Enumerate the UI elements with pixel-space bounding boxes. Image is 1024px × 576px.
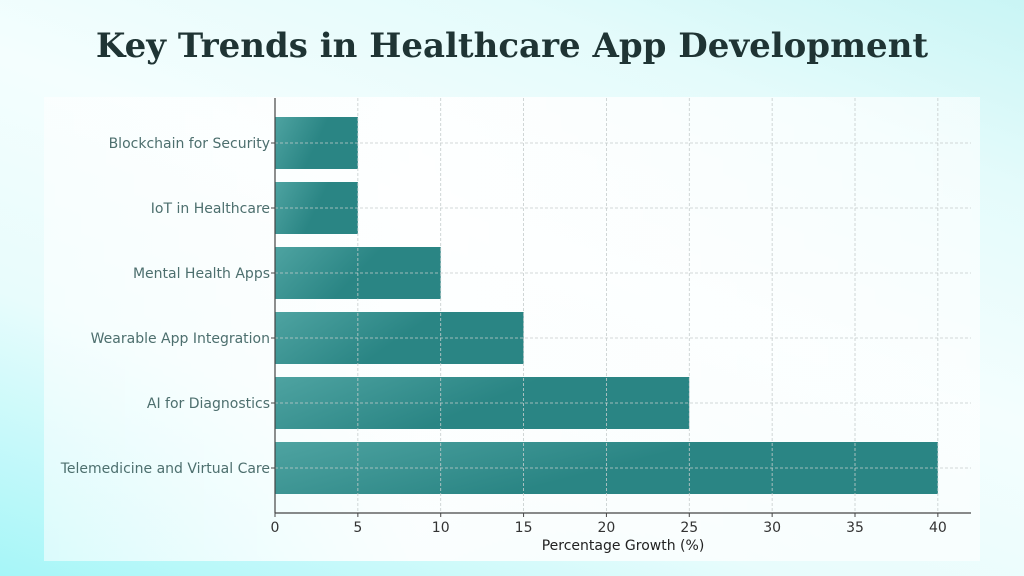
- x-tick-label: 20: [598, 520, 616, 536]
- category-label: Telemedicine and Virtual Care: [60, 461, 270, 477]
- category-label: Mental Health Apps: [133, 266, 270, 282]
- x-tick-label: 40: [929, 520, 947, 536]
- x-tick-label: 10: [432, 520, 450, 536]
- x-tick-label: 35: [846, 520, 864, 536]
- chart-title: Key Trends in Healthcare App Development: [95, 26, 929, 66]
- category-label: Wearable App Integration: [91, 331, 270, 347]
- x-axis-label: Percentage Growth (%): [542, 538, 705, 554]
- x-tick-label: 15: [515, 520, 533, 536]
- category-label: Blockchain for Security: [109, 136, 270, 152]
- category-label: IoT in Healthcare: [151, 201, 270, 217]
- x-tick-label: 30: [763, 520, 781, 536]
- x-tick-label: 25: [680, 520, 698, 536]
- x-tick-label: 5: [353, 520, 362, 536]
- x-tick-label: 0: [271, 520, 280, 536]
- category-label: AI for Diagnostics: [147, 396, 270, 412]
